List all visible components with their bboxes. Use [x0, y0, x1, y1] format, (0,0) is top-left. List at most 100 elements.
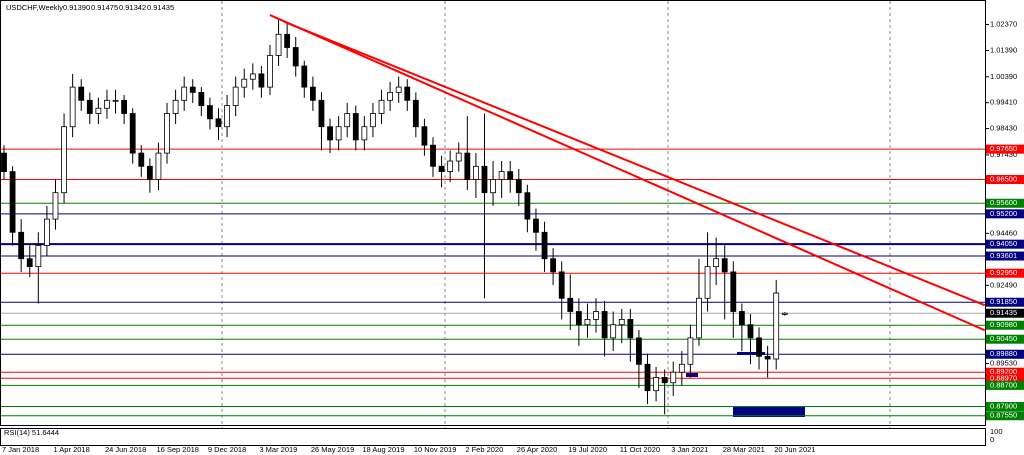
candle-body — [26, 258, 33, 268]
candle-body — [533, 218, 539, 233]
candle-body — [275, 33, 282, 56]
level-label-box — [986, 373, 1024, 383]
candle-body — [430, 144, 436, 167]
candle-body — [309, 86, 316, 101]
level-label: 0.94050 — [990, 239, 1017, 248]
candle-body — [395, 86, 402, 93]
candle-body — [515, 179, 522, 194]
candle-body — [249, 73, 256, 80]
candle-body — [327, 126, 333, 141]
candle-body — [189, 86, 196, 93]
level-label-box — [986, 209, 1024, 219]
candle-body — [387, 91, 394, 101]
candle-body — [438, 165, 445, 172]
candle-body — [78, 86, 85, 101]
level-label-box — [986, 349, 1024, 359]
candle-body — [1, 152, 7, 172]
candle-body — [764, 355, 771, 360]
level-label: 0.89200 — [990, 367, 1017, 376]
level-label: 0.89880 — [990, 349, 1017, 358]
level-label-box — [986, 144, 1024, 154]
y-tick-label: 0.97430 — [990, 150, 1017, 159]
candle-body — [352, 113, 359, 141]
candle-body — [636, 337, 642, 365]
candle-body — [550, 258, 557, 273]
level-label-box — [986, 297, 1024, 307]
candle-body — [575, 311, 582, 326]
level-label-box — [986, 334, 1024, 344]
candle-body — [121, 99, 128, 114]
rsi-frame — [0, 428, 986, 446]
y-tick-label: 1.00390 — [990, 72, 1017, 81]
level-label: 0.96500 — [990, 174, 1017, 183]
chart-title: USDCHF,Weekly — [6, 3, 63, 12]
y-tick-label: 1.02370 — [990, 20, 1017, 29]
plot-frame — [0, 0, 986, 426]
candle-body — [627, 319, 634, 339]
candle-body — [378, 99, 385, 114]
candle-body — [481, 165, 488, 194]
level-label: 0.92950 — [990, 268, 1017, 277]
candle-body — [661, 377, 668, 384]
candle-body — [112, 99, 119, 102]
candle-body — [696, 297, 702, 339]
candle-body — [164, 113, 170, 154]
level-label: 0.95600 — [990, 198, 1017, 207]
candle-body — [44, 218, 50, 246]
candle-body — [558, 271, 565, 299]
level-label-box — [986, 251, 1024, 261]
x-tick-label: 26 May 2019 — [311, 445, 354, 454]
y-tick-label: 0.99410 — [990, 98, 1017, 107]
candle-body — [713, 258, 720, 268]
candle-body — [781, 312, 788, 315]
candle-body — [335, 126, 342, 141]
level-label-box — [986, 239, 1024, 249]
candle-body — [507, 171, 514, 180]
candle-body — [747, 324, 754, 339]
candle-body — [421, 126, 428, 146]
candle-body — [207, 105, 213, 120]
candle-body — [258, 73, 265, 88]
candle-body — [610, 324, 617, 339]
header-value: 0.91475 — [91, 3, 118, 12]
drawn-rectangle — [686, 373, 698, 377]
candle-body — [292, 47, 299, 67]
candle-body — [9, 171, 16, 233]
candle-body — [241, 78, 248, 88]
candle-body — [86, 99, 93, 114]
x-tick-label: 9 Dec 2018 — [208, 445, 246, 454]
candle-body — [584, 319, 591, 326]
candle-body — [618, 319, 625, 326]
x-tick-label: 26 Apr 2020 — [517, 445, 557, 454]
level-label: 0.95200 — [990, 209, 1017, 218]
candle-body — [301, 65, 308, 88]
x-tick-label: 20 Jun 2021 — [774, 445, 815, 454]
header-value: 0.91435 — [147, 3, 174, 12]
candle-body — [146, 165, 153, 180]
level-label: 0.88970 — [990, 373, 1017, 382]
candle-body — [644, 363, 651, 392]
candle-body — [198, 91, 205, 106]
candle-body — [344, 113, 351, 128]
x-tick-label: 16 Sep 2018 — [156, 445, 199, 454]
rsi-scale-label: 100 — [990, 427, 1003, 436]
level-label: 0.91850 — [990, 297, 1017, 306]
candle-body — [104, 99, 110, 109]
level-label: 0.90450 — [990, 334, 1017, 343]
candle-body — [464, 152, 471, 180]
level-label: 0.90980 — [990, 320, 1017, 329]
x-tick-label: 3 Mar 2019 — [259, 445, 297, 454]
header-value: 0.91390 — [63, 3, 90, 12]
header-value: 0.91342 — [119, 3, 146, 12]
level-label-box — [986, 367, 1024, 377]
x-tick-label: 28 Mar 2021 — [723, 445, 765, 454]
y-tick-label: 1.01390 — [990, 45, 1017, 54]
level-label: 0.97650 — [990, 144, 1017, 153]
candle-body — [678, 363, 685, 373]
candle-body — [284, 33, 291, 48]
level-label: 0.91435 — [990, 308, 1017, 317]
candle-body — [69, 86, 76, 128]
candle-body — [541, 231, 548, 260]
candle-body — [490, 179, 496, 194]
